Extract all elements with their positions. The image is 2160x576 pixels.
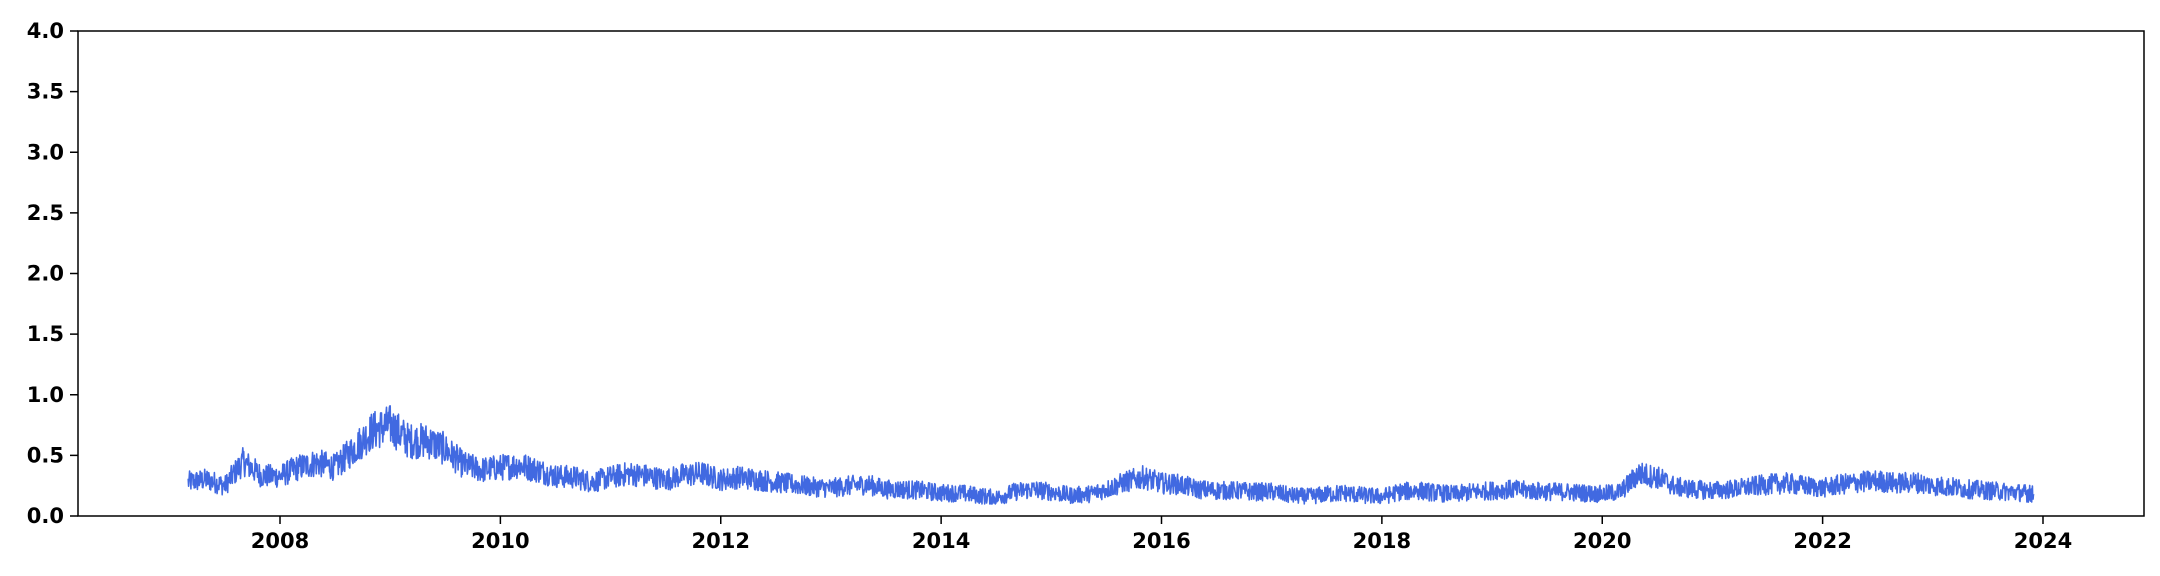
x-tick-label: 2020 bbox=[1573, 529, 1631, 553]
y-tick-label: 2.5 bbox=[27, 201, 64, 225]
y-tick-label: 0.5 bbox=[27, 443, 64, 467]
y-tick-label: 1.5 bbox=[27, 322, 64, 346]
y-tick-label: 2.0 bbox=[27, 262, 64, 286]
x-tick-label: 2024 bbox=[2014, 529, 2072, 553]
y-tick-label: 3.0 bbox=[27, 140, 64, 164]
series-layer bbox=[187, 405, 2035, 505]
x-tick-label: 2022 bbox=[1793, 529, 1851, 553]
x-tick-label: 2018 bbox=[1353, 529, 1411, 553]
y-tick-label: 3.5 bbox=[27, 80, 64, 104]
x-tick-label: 2016 bbox=[1132, 529, 1190, 553]
x-tick-label: 2012 bbox=[692, 529, 750, 553]
x-tick-label: 2008 bbox=[251, 529, 309, 553]
y-tick-label: 0.0 bbox=[27, 504, 64, 528]
series-line bbox=[187, 405, 2035, 505]
x-tick-label: 2010 bbox=[471, 529, 529, 553]
plot-frame bbox=[77, 30, 2145, 517]
y-tick-label: 1.0 bbox=[27, 383, 64, 407]
x-tick-label: 2014 bbox=[912, 529, 970, 553]
axes-layer: 0.0 0.5 1.0 1.5 2.0 2.5 3.0 3.5 4.0 2008 2010 2012 2… bbox=[27, 19, 2072, 553]
y-tick-label: 4.0 bbox=[27, 19, 64, 43]
